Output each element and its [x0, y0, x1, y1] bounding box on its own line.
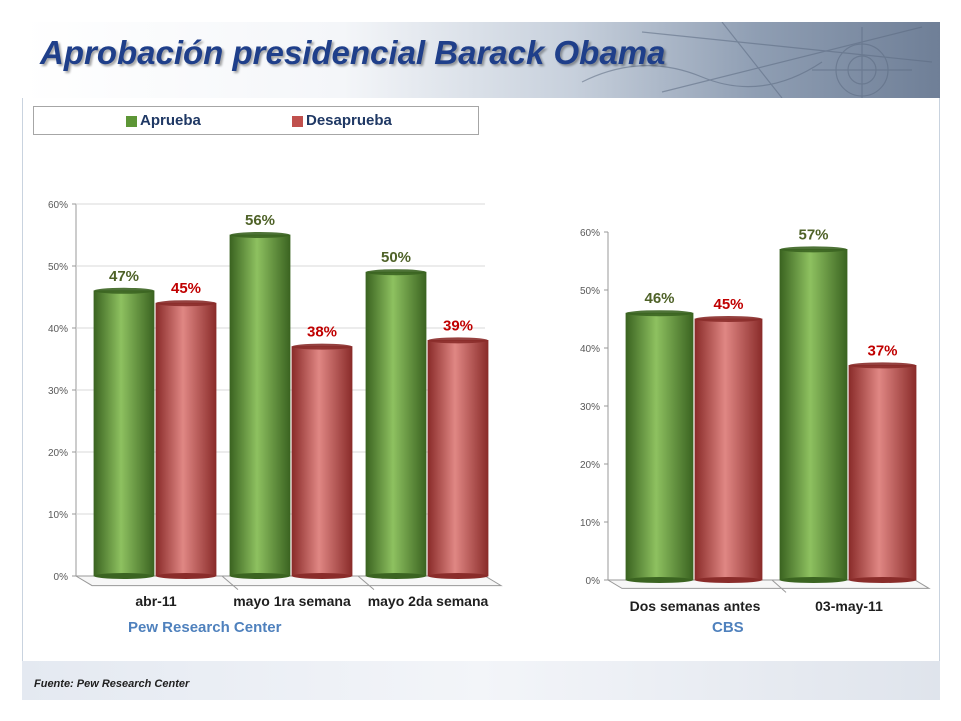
bar-base-disapprove-1 — [292, 573, 352, 579]
header-banner — [22, 22, 940, 98]
category-label: 03-may-11 — [815, 598, 883, 614]
bar-base-disapprove-1 — [849, 577, 916, 583]
bar-base-approve-1 — [230, 573, 290, 579]
map-decoration — [581, 22, 933, 98]
category-label: mayo 1ra semana — [233, 593, 351, 609]
legend-swatch-disapprove — [292, 116, 303, 127]
bar-base-disapprove-0 — [695, 577, 762, 583]
category-label: mayo 2da semana — [368, 593, 489, 609]
bar-base-disapprove-2 — [428, 573, 488, 579]
bar-cap-approve-0 — [626, 310, 693, 317]
bar-cap-approve-0 — [94, 287, 154, 294]
bar-cap-disapprove-0 — [695, 316, 762, 322]
data-label-approve-0: 46% — [644, 290, 674, 307]
y-tick-label: 50% — [580, 286, 600, 297]
bar-base-disapprove-0 — [156, 573, 216, 579]
bar-disapprove-2 — [427, 339, 489, 577]
x-tick-mark — [357, 575, 375, 590]
data-label-approve-0: 47% — [109, 268, 139, 285]
category-label: abr-11 — [135, 593, 176, 609]
chart-pew: 0% 10% 20% 30% 40% 50% 60% 47% 45% abr-11 56% 38% ma… — [48, 200, 503, 609]
bar-disapprove-1 — [848, 364, 917, 581]
bar-cap-approve-2 — [366, 269, 426, 276]
y-tick-label: 30% — [580, 402, 600, 413]
y-tick-label: 60% — [580, 228, 600, 239]
legend-label-disapprove: Desaprueba — [306, 112, 392, 129]
bar-cap-disapprove-1 — [849, 362, 916, 369]
x-tick-mark — [221, 575, 239, 590]
chart-cbs: 0% 10% 20% 30% 40% 50% 60% 46% 45% Dos semanas an… — [580, 226, 931, 614]
chart-caption-pew: Pew Research Center — [128, 619, 282, 636]
bar-cap-approve-1 — [230, 232, 290, 238]
y-tick-label: 40% — [48, 324, 68, 335]
bar-disapprove-1 — [291, 346, 353, 577]
data-label-disapprove-0: 45% — [171, 280, 201, 297]
bar-base-approve-0 — [94, 573, 154, 579]
bar-approve-1 — [229, 234, 291, 577]
page-title: Aprobación presidencial Barack Obama — [40, 34, 666, 71]
legend-label-approve: Aprueba — [140, 112, 201, 129]
chart-legend: Aprueba Desaprueba — [33, 106, 479, 135]
bar-base-approve-0 — [626, 577, 693, 583]
footer-bar — [22, 661, 940, 700]
bar-cap-disapprove-1 — [292, 343, 352, 350]
category-label: Dos semanas antes — [630, 598, 761, 614]
bar-cap-disapprove-0 — [156, 300, 216, 307]
data-label-disapprove-2: 39% — [443, 317, 473, 334]
data-label-approve-1: 56% — [245, 212, 275, 229]
y-tick-label: 10% — [48, 510, 68, 521]
bar-disapprove-0 — [155, 302, 217, 577]
y-tick-label: 30% — [48, 386, 68, 397]
data-label-disapprove-0: 45% — [713, 296, 743, 313]
y-tick-label: 50% — [48, 262, 68, 273]
bar-base-approve-1 — [780, 577, 847, 583]
y-tick-label: 60% — [48, 200, 68, 211]
bar-cap-disapprove-2 — [428, 337, 488, 344]
bar-disapprove-0 — [694, 318, 763, 581]
y-tick-label: 10% — [580, 518, 600, 529]
footer-source: Fuente: Pew Research Center — [34, 678, 190, 690]
legend-swatch-approve — [126, 116, 137, 127]
y-tick-label: 40% — [580, 344, 600, 355]
y-tick-label: 0% — [586, 576, 601, 587]
bar-approve-0 — [625, 312, 694, 581]
data-label-approve-2: 50% — [381, 249, 411, 266]
data-label-disapprove-1: 38% — [307, 324, 337, 341]
data-label-disapprove-1: 37% — [867, 342, 897, 359]
data-label-approve-1: 57% — [798, 226, 828, 243]
bar-base-approve-2 — [366, 573, 426, 579]
y-tick-label: 20% — [48, 448, 68, 459]
bar-approve-2 — [365, 271, 427, 577]
x-tick-mark — [771, 579, 787, 593]
bar-cap-approve-1 — [780, 246, 847, 253]
y-tick-label: 20% — [580, 460, 600, 471]
bar-approve-1 — [779, 249, 848, 581]
chart-caption-cbs: CBS — [712, 619, 744, 636]
y-tick-label: 0% — [54, 572, 69, 583]
bar-approve-0 — [93, 290, 155, 577]
